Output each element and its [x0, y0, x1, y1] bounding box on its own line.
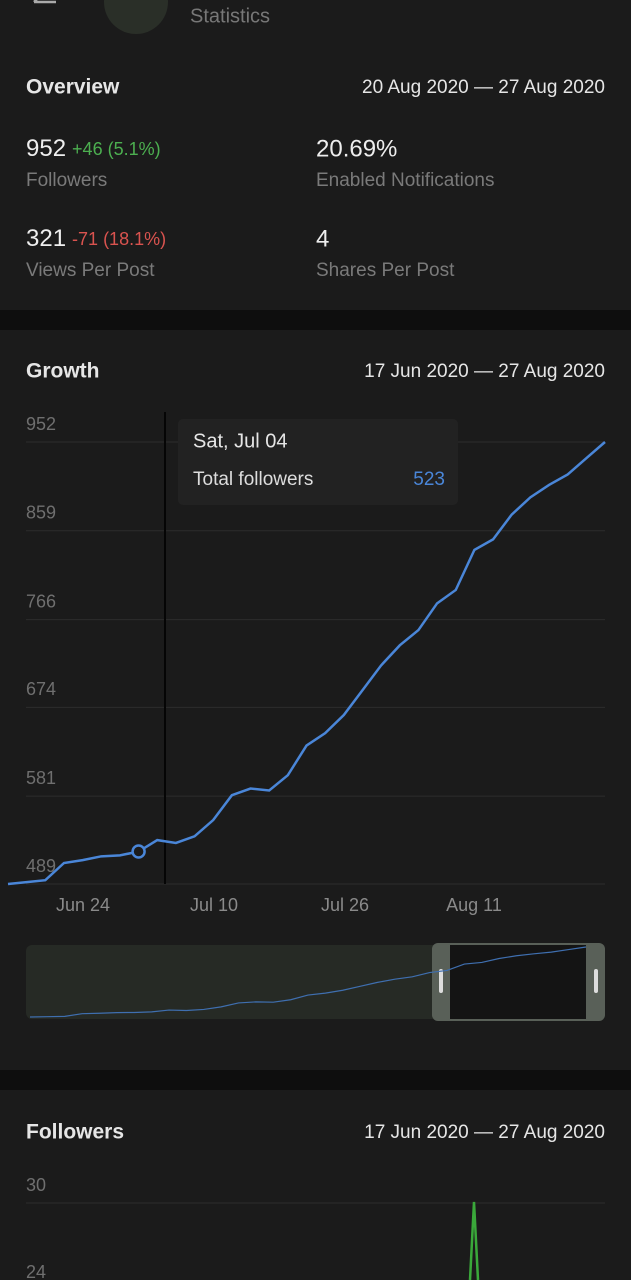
y-tick-label: 489: [26, 856, 56, 876]
tooltip-label: Total followers: [193, 469, 313, 490]
avatar: [104, 0, 168, 34]
y-tick-label: 30: [26, 1175, 46, 1195]
section-title: Overview: [26, 76, 120, 99]
stat-label: Enabled Notifications: [316, 170, 495, 191]
section-title: Growth: [26, 360, 100, 383]
stat-value: 952: [26, 135, 66, 162]
x-tick-label: Jun 24: [56, 895, 110, 915]
stat-delta: +46 (5.1%): [72, 139, 161, 159]
navigator-line: [29, 946, 587, 1018]
section-title: Followers: [26, 1121, 124, 1144]
stat-delta: -71 (18.1%): [72, 229, 166, 249]
navigator-handle[interactable]: [594, 969, 598, 993]
overview-section: [0, 0, 631, 310]
x-tick-label: Jul 26: [321, 895, 369, 915]
navigator-selection: [450, 945, 586, 1019]
date-range: 17 Jun 2020 — 27 Aug 2020: [364, 1122, 605, 1143]
followers-line: [468, 1201, 480, 1280]
y-tick-label: 766: [26, 591, 56, 611]
stat-label: Shares Per Post: [316, 260, 455, 281]
y-tick-label: 674: [26, 679, 56, 699]
stat-value: 321: [26, 225, 66, 252]
date-range: 17 Jun 2020 — 27 Aug 2020: [364, 361, 605, 382]
followers-section: [0, 1090, 631, 1280]
tooltip-date: Sat, Jul 04: [193, 430, 288, 452]
date-range: 20 Aug 2020 — 27 Aug 2020: [362, 77, 605, 98]
growth-line: [7, 441, 606, 886]
y-tick-label: 952: [26, 414, 56, 434]
header-title: Statistics: [190, 5, 270, 27]
stat-label: Views Per Post: [26, 260, 155, 281]
stat-value: 4: [316, 225, 329, 252]
x-tick-label: Aug 11: [446, 895, 502, 915]
x-tick-label: Jul 10: [190, 895, 238, 915]
navigator-handle[interactable]: [439, 969, 443, 993]
stat-label: Followers: [26, 170, 107, 191]
y-tick-label: 581: [26, 768, 56, 788]
stat-value: 20.69%: [316, 135, 397, 162]
y-tick-label: 24: [26, 1262, 46, 1280]
hover-point: [131, 844, 146, 859]
y-tick-label: 859: [26, 503, 56, 523]
stat-value: 321 -71 (18.1%): [26, 225, 166, 252]
back-button[interactable]: [33, 0, 56, 4]
tooltip: [178, 419, 458, 505]
stat-value: 952 +46 (5.1%): [26, 135, 161, 162]
tooltip-value: 523: [413, 469, 445, 490]
